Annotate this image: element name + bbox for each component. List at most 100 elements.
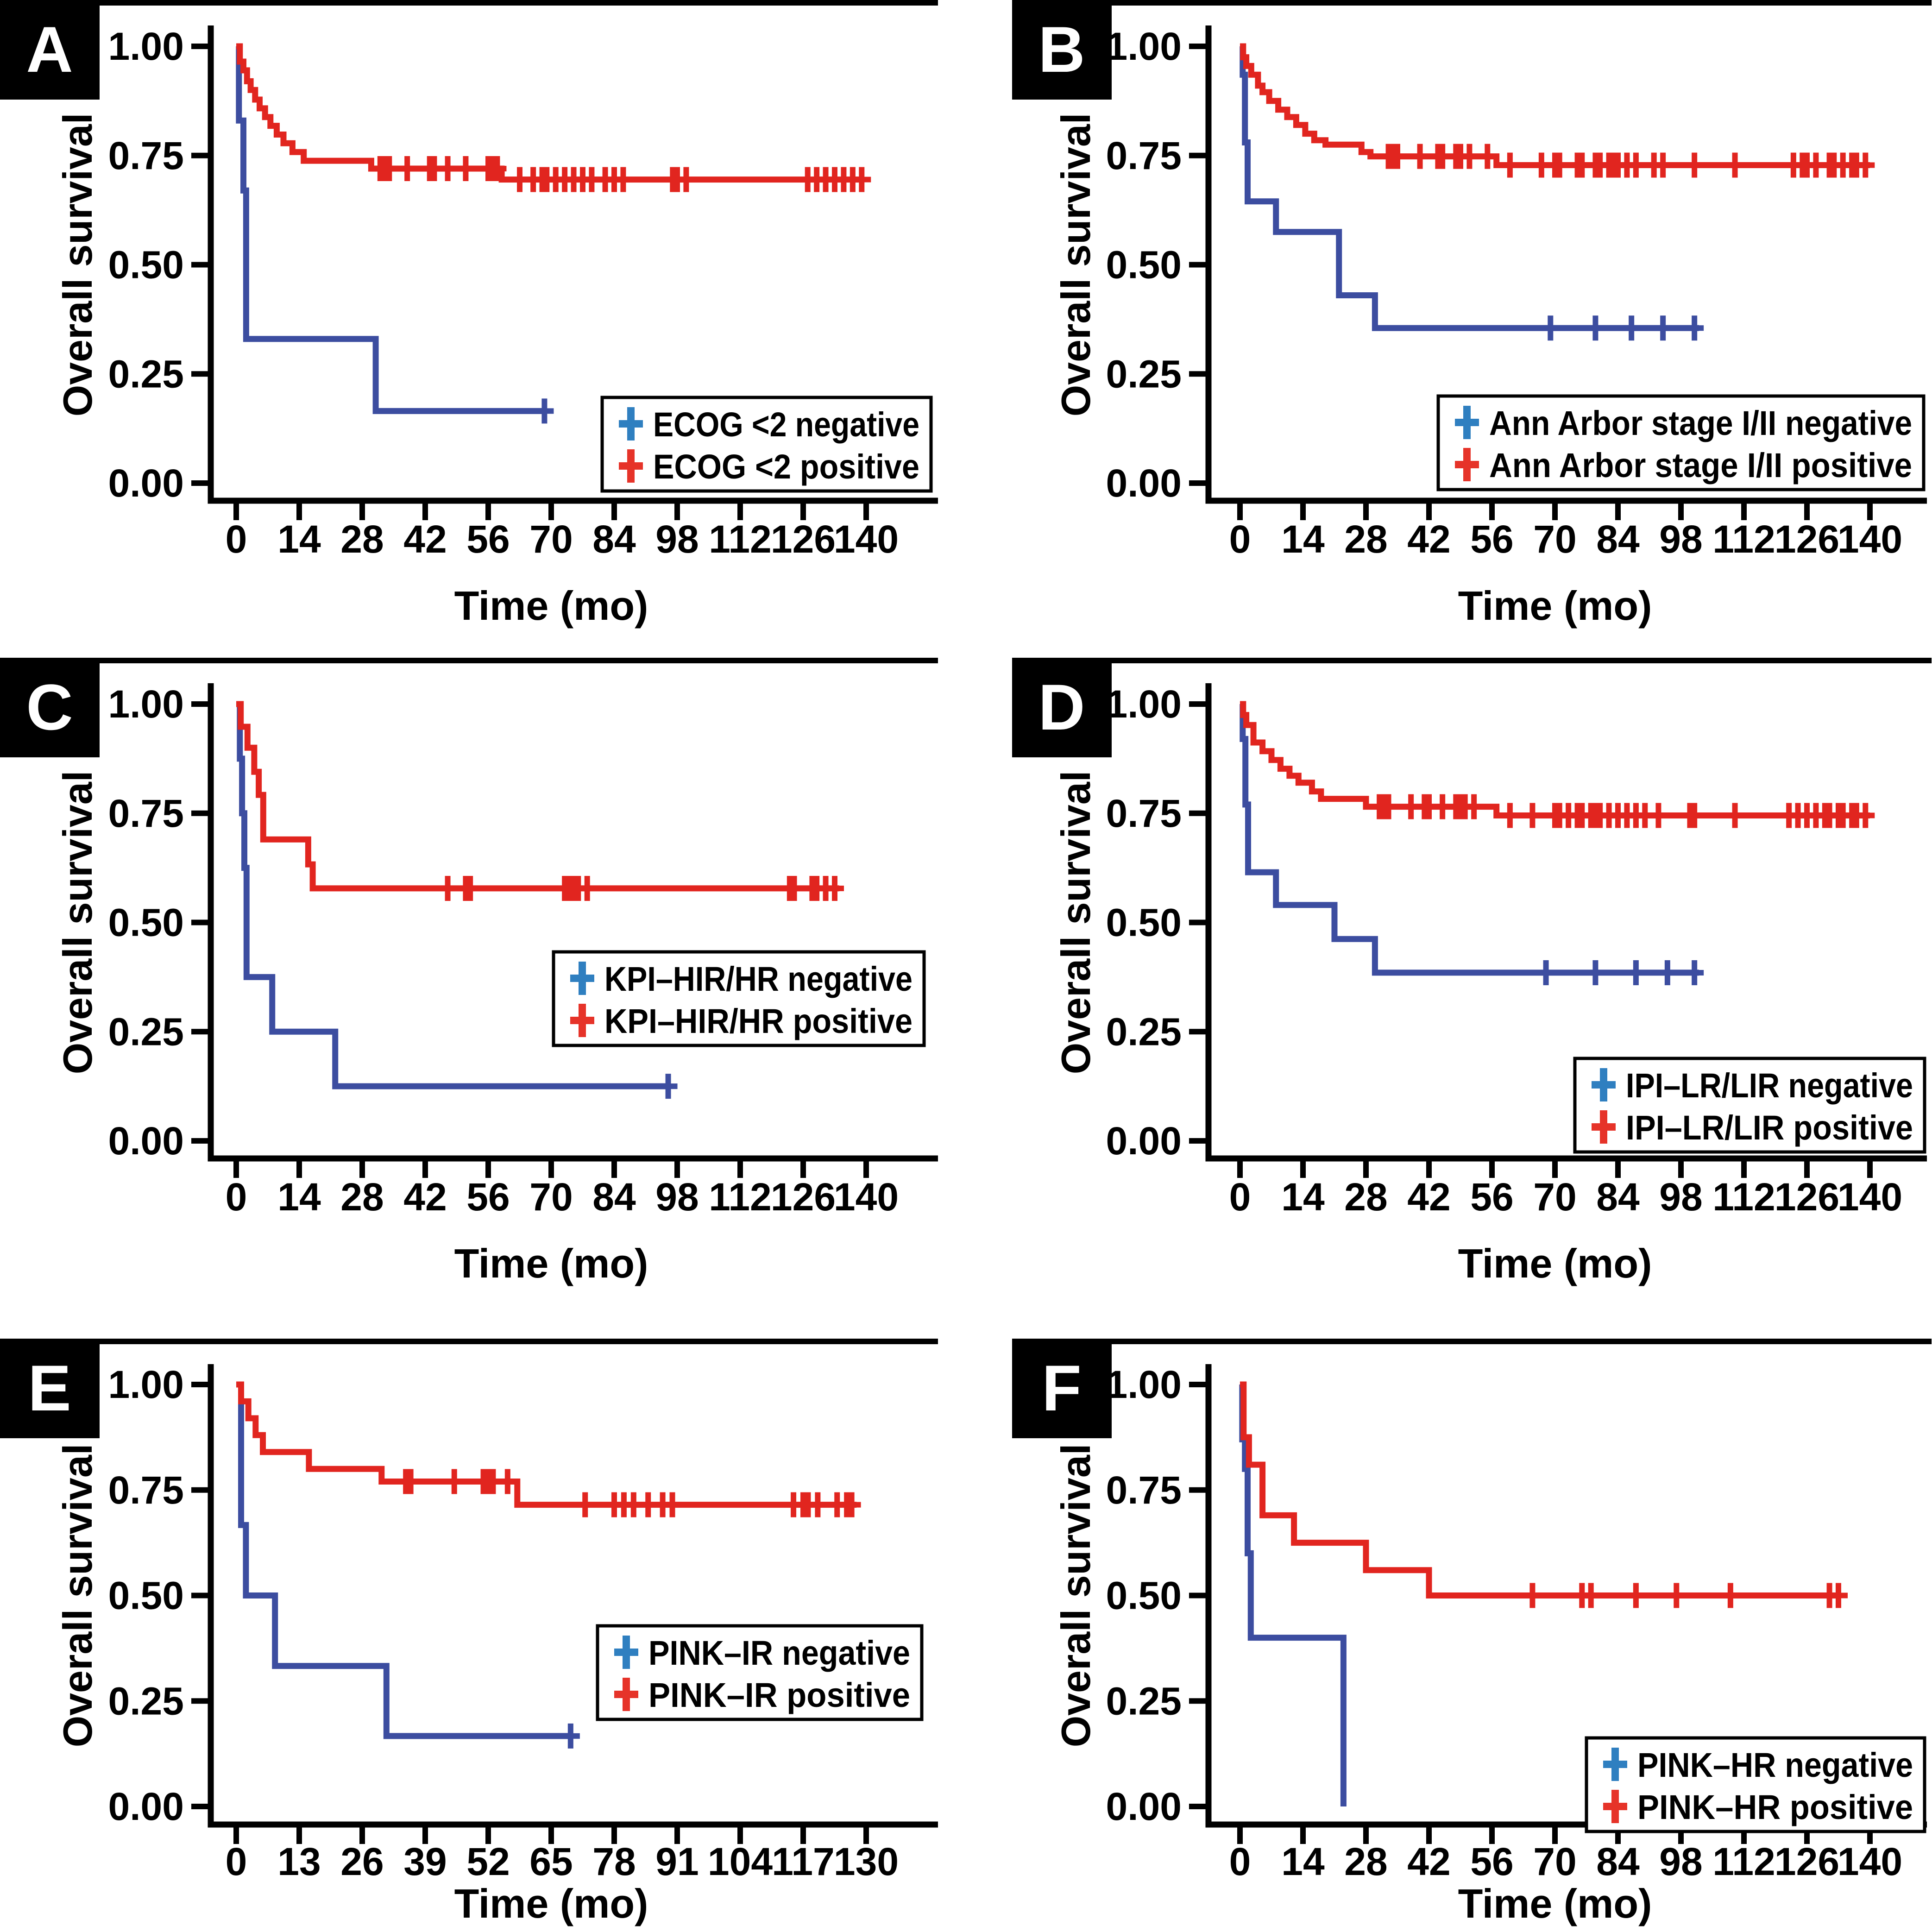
x-tick-label: 126 — [771, 1175, 836, 1219]
panel-letter: D — [1038, 671, 1085, 743]
y-tick-label: 0.50 — [1106, 901, 1182, 944]
panel-letter-box — [0, 658, 100, 757]
x-tick-label: 0 — [226, 1175, 247, 1219]
x-tick-label: 26 — [340, 1840, 384, 1883]
km-curve-positive — [236, 1381, 857, 1508]
x-tick-label: 65 — [529, 1840, 573, 1883]
km-curve-positive — [236, 43, 862, 183]
figure-row-1: A 0.00 0.25 0.50 0.75 1.00 0 14 28 42 56 70 84 98 112 1… — [0, 0, 1932, 658]
legend-cross-negative-icon — [1603, 1748, 1627, 1781]
panel-a: A 0.00 0.25 0.50 0.75 1.00 0 14 28 42 56 70 84 98 112 1… — [0, 0, 966, 658]
x-tick-label: 140 — [1838, 1840, 1902, 1883]
legend-box — [1436, 394, 1926, 491]
survival-chart-a: A0.000.250.500.751.000 14 28 42 56 70 84 98 1121… — [0, 0, 938, 629]
x-tick-label: 112 — [1712, 1840, 1775, 1883]
km-curve-positive — [1240, 701, 1870, 818]
y-tick-label: 0.00 — [1106, 1119, 1182, 1163]
x-tick-label: 126 — [771, 517, 836, 561]
y-tick-label: 1.00 — [108, 1363, 184, 1406]
x-axis-title: Time (mo) — [454, 1240, 648, 1286]
panel-letter-box — [1012, 1339, 1112, 1438]
y-tick-label: 0.75 — [108, 1468, 184, 1512]
censor-marks-negative — [1541, 315, 1704, 341]
x-tick-label: 0 — [1229, 1840, 1251, 1883]
y-tick-label: 0.00 — [1106, 461, 1182, 505]
x-tick-label: 70 — [1533, 517, 1576, 561]
legend-label-positive: ECOG <2 positive — [653, 447, 919, 486]
x-tick-label: 140 — [834, 517, 899, 561]
panel-e: E 0.00 0.25 0.50 0.75 1.00 0 13 26 39 52 65 78 91 104 1… — [0, 1339, 966, 1932]
panel-letter-box — [1012, 658, 1112, 757]
survival-chart-c: C0.000.250.500.751.000 14 28 42 56 70 84 98 1121… — [0, 658, 938, 1286]
y-tick-label: 0.50 — [1106, 243, 1182, 287]
y-tick-label: 0.75 — [108, 134, 184, 177]
km-curve-positive — [236, 701, 839, 892]
y-tick-label: 0.25 — [108, 1679, 184, 1723]
y-tick-label: 1.00 — [1106, 25, 1182, 68]
legend-cross-negative-icon — [570, 962, 594, 995]
x-tick-label: 98 — [655, 1175, 699, 1219]
censor-marks-positive — [396, 1469, 861, 1517]
x-axis-title: Time (mo) — [1458, 583, 1652, 629]
y-tick-label: 1.00 — [108, 25, 184, 68]
x-tick-label: 14 — [277, 1175, 321, 1219]
y-tick-label: 0.25 — [1106, 1010, 1182, 1053]
legend-label-positive: IPI–LR/LIR positive — [1626, 1108, 1913, 1147]
x-tick-label: 14 — [1281, 1840, 1325, 1883]
x-tick-label: 42 — [1407, 517, 1450, 561]
x-tick-label: 56 — [1470, 1840, 1513, 1883]
x-tick-label: 14 — [1281, 517, 1325, 561]
x-tick-label: 98 — [1659, 517, 1702, 561]
x-tick-label: 140 — [1838, 1175, 1902, 1219]
x-axis-title: Time (mo) — [454, 1881, 648, 1926]
x-tick-label: 42 — [403, 517, 447, 561]
x-tick-label: 0 — [226, 517, 247, 561]
survival-chart-b: B0.000.250.500.751.000 14 28 42 56 70 84 98 1121… — [1012, 0, 1932, 629]
y-tick-label: 1.00 — [108, 682, 184, 726]
legend: PINK–HR negative PINK–HR positive — [1585, 1736, 1926, 1833]
km-curve-negative — [236, 43, 545, 414]
y-tick-label: 0.00 — [1106, 1785, 1182, 1828]
x-tick-label: 78 — [592, 1840, 636, 1883]
x-tick-label: 42 — [1407, 1175, 1450, 1219]
legend: Ann Arbor stage I/II negative Ann Arbor s… — [1436, 394, 1926, 491]
x-tick-label: 112 — [709, 1175, 772, 1219]
x-tick-label: 28 — [340, 1175, 384, 1219]
legend-label-negative: PINK–HR negative — [1637, 1746, 1913, 1784]
y-axis-title: Overall survival — [1053, 113, 1099, 417]
x-tick-label: 42 — [403, 1175, 447, 1219]
x-tick-label: 130 — [834, 1840, 899, 1883]
x-tick-label: 28 — [1344, 1840, 1387, 1883]
figure-row-3: E 0.00 0.25 0.50 0.75 1.00 0 13 26 39 52 65 78 91 104 1… — [0, 1339, 1932, 1932]
legend-label-negative: ECOG <2 negative — [653, 405, 919, 444]
panel-letter: A — [26, 13, 73, 86]
legend: PINK–IR negative PINK–IR positive — [596, 1624, 924, 1721]
x-tick-label: 98 — [1659, 1840, 1702, 1883]
km-curve-positive — [1240, 43, 1870, 168]
x-tick-label: 140 — [1838, 517, 1902, 561]
x-tick-label: 91 — [655, 1840, 699, 1883]
x-tick-label: 14 — [277, 517, 321, 561]
x-tick-label: 28 — [1344, 1175, 1387, 1219]
km-curve-negative — [1240, 43, 1699, 331]
y-axis-title: Overall survival — [1053, 771, 1099, 1075]
legend-box — [600, 396, 933, 493]
legend-label-positive: PINK–IR positive — [648, 1676, 910, 1714]
panel-f: F 0.00 0.25 0.50 0.75 1.00 0 14 28 42 56 70 84 98 112 1… — [966, 1339, 1932, 1932]
x-tick-label: 70 — [529, 517, 573, 561]
x-tick-label: 56 — [1470, 1175, 1513, 1219]
y-tick-label: 0.75 — [1106, 792, 1182, 835]
x-tick-label: 98 — [1659, 1175, 1702, 1219]
x-tick-label: 112 — [709, 517, 772, 561]
legend-cross-positive-icon — [1592, 1110, 1616, 1144]
legend-cross-negative-icon — [1455, 406, 1479, 439]
x-tick-label: 52 — [466, 1840, 510, 1883]
y-tick-label: 1.00 — [1106, 1363, 1182, 1406]
x-tick-label: 39 — [403, 1840, 447, 1883]
legend-label-negative: PINK–IR negative — [648, 1634, 910, 1672]
legend-label-positive: PINK–HR positive — [1637, 1788, 1913, 1826]
censor-marks-negative — [535, 398, 554, 424]
y-tick-label: 0.00 — [108, 1785, 184, 1828]
